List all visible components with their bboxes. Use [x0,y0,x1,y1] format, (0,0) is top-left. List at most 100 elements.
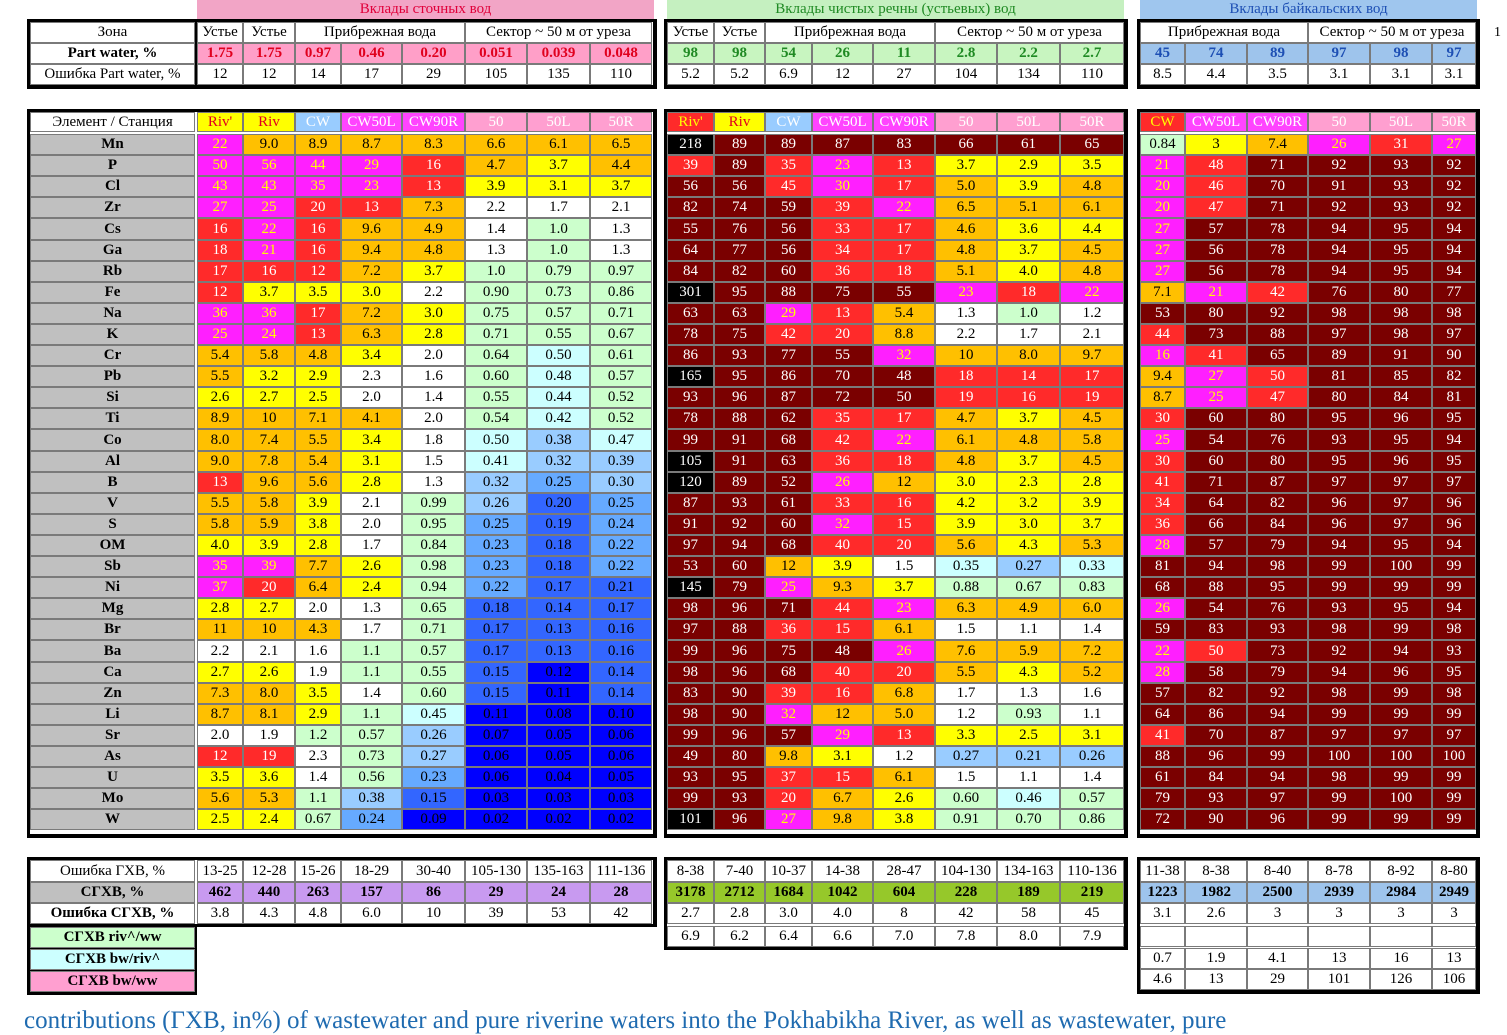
table-border [1137,109,1480,112]
bw-sghv-value: 2949 [1432,882,1476,903]
rv-value-cell: 3.8 [873,809,935,830]
ww-value-cell: 2.2 [197,640,243,662]
element-name: Mg [30,598,195,619]
ww-value-cell: 6.4 [295,577,341,598]
bw-value-cell: 81 [1308,366,1370,387]
bw-value-cell: 27 [1140,240,1185,261]
ww-sghv-error-value: 10 [402,903,465,924]
rv-value-cell: 29 [765,303,812,324]
bw-ghv-error-value: 8-78 [1308,860,1370,882]
rv-value-cell: 97 [667,619,714,640]
bw-ghv-error-value: 11-38 [1140,860,1185,882]
ww-station-header: 50L [527,112,590,132]
rv-station-header: 50 [935,112,997,132]
bw-value-cell: 95 [1432,662,1476,683]
rv-value-cell: 99 [667,788,714,809]
table-border [664,109,667,838]
ww-value-cell: 2.8 [197,598,243,619]
rv-value-cell: 3.0 [935,472,997,493]
rv-value-cell: 17 [1060,366,1124,387]
table-border [664,857,667,950]
rv-value-cell: 4.5 [1060,240,1124,261]
rv-value-cell: 6.8 [873,683,935,704]
ww-value-cell: 0.50 [527,345,590,366]
rv-value-cell: 6.3 [935,598,997,619]
bw-value-cell: 3 [1185,134,1247,155]
bw-value-cell: 27 [1432,134,1476,155]
ww-part-water-value: 1.75 [243,43,295,64]
ww-value-cell: 1.2 [295,725,341,746]
bw-value-cell: 59 [1140,619,1185,640]
rv-value-cell: 79 [714,577,765,598]
bw-value-cell: 27 [1140,218,1185,240]
ww-value-cell: 0.16 [590,619,652,640]
part-water-label: Part water, % [30,43,195,64]
ww-value-cell: 2.0 [402,345,465,366]
bw-value-cell: 27 [1185,366,1247,387]
bw-value-cell: 83 [1185,619,1247,640]
bw-value-cell: 82 [1432,366,1476,387]
bw-station-header: CW [1140,112,1185,132]
table-border [1476,19,1480,89]
rv-ghv-error-value: 14-38 [812,860,873,882]
bw-value-cell: 70 [1185,725,1247,746]
ww-ghv-error-value: 30-40 [402,860,465,882]
rv-value-cell: 23 [812,155,873,176]
bw-value-cell: 50 [1185,640,1247,662]
bw-value-cell: 92 [1308,197,1370,218]
ww-station-header: Riv [243,112,295,132]
rv-value-cell: 20 [873,662,935,683]
rv-value-cell: 0.35 [935,556,997,577]
rv-value-cell: 9.8 [812,809,873,830]
rv-value-cell: 0.26 [1060,746,1124,767]
bw-value-cell: 98 [1370,303,1432,324]
ww-value-cell: 2.1 [341,493,402,514]
bw-value-cell: 94 [1247,767,1308,788]
element-name: Pb [30,366,195,387]
ww-value-cell: 12 [295,261,341,282]
bw-ratio-bw-riv-value: 1.9 [1185,948,1247,969]
rv-station-header: Riv [714,112,765,132]
bw-value-cell: 92 [1247,683,1308,704]
ww-value-cell: 0.02 [527,809,590,830]
ww-value-cell: 0.75 [465,303,527,324]
rv-sghv-value: 3178 [667,882,714,903]
bw-value-cell: 96 [1432,514,1476,535]
rv-sghv-error-value: 8 [873,903,935,924]
rv-value-cell: 49 [667,746,714,767]
rv-value-cell: 16 [873,493,935,514]
rv-sghv-value: 1042 [812,882,873,903]
rv-value-cell: 16 [997,387,1060,408]
rv-value-cell: 55 [667,218,714,240]
ww-value-cell: 1.4 [465,218,527,240]
rv-value-cell: 15 [812,767,873,788]
rv-value-cell: 1.3 [935,303,997,324]
rv-value-cell: 87 [667,493,714,514]
rv-value-cell: 9.7 [1060,345,1124,366]
table-border [27,924,656,927]
bw-value-cell: 97 [1432,725,1476,746]
rv-value-cell: 1.5 [873,556,935,577]
ww-value-cell: 3.0 [402,303,465,324]
rv-value-cell: 56 [765,218,812,240]
ww-value-cell: 0.60 [465,366,527,387]
element-name: Cs [30,218,195,240]
table-border [27,85,656,89]
rv-value-cell: 99 [667,429,714,451]
bw-station-header: CW90R [1247,112,1308,132]
bw-sghv-value: 2500 [1247,882,1308,903]
ww-value-cell: 1.0 [527,240,590,261]
rv-value-cell: 4.3 [997,535,1060,556]
bw-value-cell: 93 [1432,640,1476,662]
bw-value-cell: 93 [1370,176,1432,197]
table-border [1137,109,1140,838]
ww-value-cell: 0.98 [402,556,465,577]
bw-value-cell: 76 [1308,282,1370,303]
bw-value-cell: 99 [1432,809,1476,830]
rv-value-cell: 61 [765,493,812,514]
rv-part-water-value: 2.7 [1060,43,1124,64]
bw-value-cell: 91 [1308,176,1370,197]
bw-part-water-value: 97 [1308,43,1370,64]
ww-value-cell: 4.3 [295,619,341,640]
rv-value-cell: 98 [667,704,714,725]
